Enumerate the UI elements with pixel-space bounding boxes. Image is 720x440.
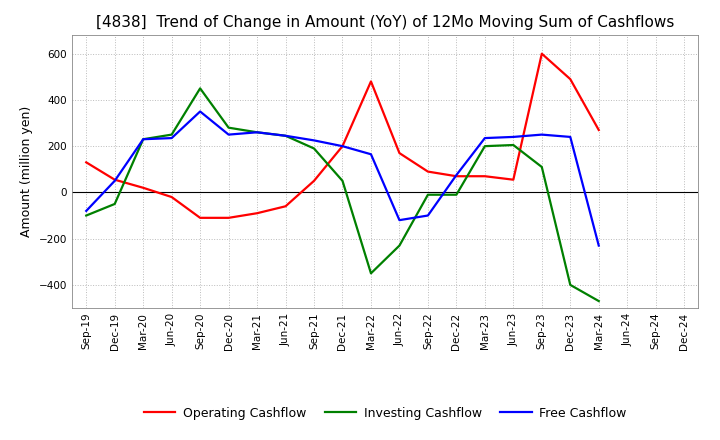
Investing Cashflow: [395, 243, 404, 248]
Free Cashflow: [566, 134, 575, 139]
Free Cashflow: [480, 136, 489, 141]
Operating Cashflow: [253, 211, 261, 216]
Operating Cashflow: [509, 177, 518, 182]
Operating Cashflow: [338, 143, 347, 149]
Operating Cashflow: [537, 51, 546, 56]
Investing Cashflow: [82, 213, 91, 218]
Investing Cashflow: [338, 178, 347, 183]
Free Cashflow: [282, 133, 290, 139]
Free Cashflow: [395, 217, 404, 223]
Investing Cashflow: [139, 136, 148, 142]
Free Cashflow: [139, 136, 148, 142]
Free Cashflow: [509, 134, 518, 139]
Free Cashflow: [423, 213, 432, 218]
Free Cashflow: [537, 132, 546, 137]
Operating Cashflow: [566, 77, 575, 82]
Free Cashflow: [110, 178, 119, 183]
Operating Cashflow: [480, 174, 489, 179]
Investing Cashflow: [509, 143, 518, 148]
Investing Cashflow: [196, 86, 204, 91]
Investing Cashflow: [537, 164, 546, 169]
Free Cashflow: [452, 172, 461, 178]
Operating Cashflow: [196, 215, 204, 220]
Free Cashflow: [225, 132, 233, 137]
Operating Cashflow: [395, 150, 404, 156]
Free Cashflow: [253, 130, 261, 135]
Line: Investing Cashflow: Investing Cashflow: [86, 88, 599, 301]
Operating Cashflow: [167, 194, 176, 200]
Line: Free Cashflow: Free Cashflow: [86, 111, 599, 246]
Investing Cashflow: [253, 130, 261, 135]
Free Cashflow: [196, 109, 204, 114]
Investing Cashflow: [282, 133, 290, 139]
Operating Cashflow: [310, 178, 318, 183]
Investing Cashflow: [366, 271, 375, 276]
Operating Cashflow: [139, 185, 148, 191]
Investing Cashflow: [595, 298, 603, 304]
Legend: Operating Cashflow, Investing Cashflow, Free Cashflow: Operating Cashflow, Investing Cashflow, …: [139, 402, 631, 425]
Operating Cashflow: [423, 169, 432, 174]
Free Cashflow: [338, 143, 347, 149]
Investing Cashflow: [310, 146, 318, 151]
Investing Cashflow: [480, 143, 489, 149]
Line: Operating Cashflow: Operating Cashflow: [86, 54, 599, 218]
Free Cashflow: [366, 152, 375, 157]
Investing Cashflow: [423, 192, 432, 198]
Investing Cashflow: [167, 132, 176, 137]
Free Cashflow: [310, 138, 318, 143]
Free Cashflow: [82, 208, 91, 213]
Operating Cashflow: [452, 174, 461, 179]
Operating Cashflow: [110, 177, 119, 182]
Free Cashflow: [167, 136, 176, 141]
Investing Cashflow: [566, 282, 575, 287]
Y-axis label: Amount (million yen): Amount (million yen): [20, 106, 33, 237]
Operating Cashflow: [282, 204, 290, 209]
Operating Cashflow: [82, 160, 91, 165]
Title: [4838]  Trend of Change in Amount (YoY) of 12Mo Moving Sum of Cashflows: [4838] Trend of Change in Amount (YoY) o…: [96, 15, 675, 30]
Operating Cashflow: [225, 215, 233, 220]
Investing Cashflow: [110, 202, 119, 207]
Operating Cashflow: [366, 79, 375, 84]
Investing Cashflow: [225, 125, 233, 130]
Free Cashflow: [595, 243, 603, 248]
Investing Cashflow: [452, 192, 461, 198]
Operating Cashflow: [595, 127, 603, 132]
